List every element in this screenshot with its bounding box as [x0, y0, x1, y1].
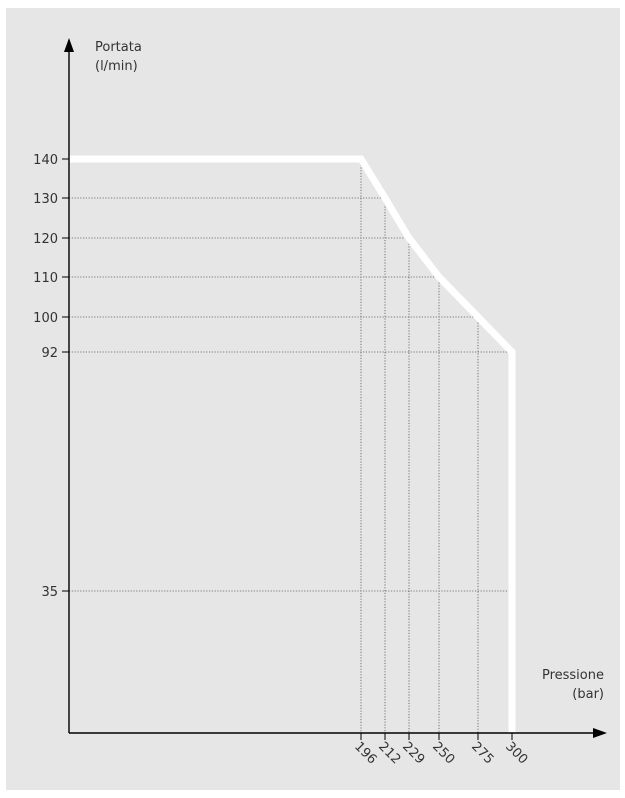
y-tick-label-120: 120	[33, 232, 58, 247]
x-tick-label-300: 300	[502, 739, 530, 767]
guide-lines	[69, 158, 512, 733]
y-tick-label-100: 100	[33, 311, 58, 326]
y-tick-label-130: 130	[33, 192, 58, 207]
x-axis-title-line2: (bar)	[572, 687, 604, 702]
y-tick-label-92: 92	[41, 346, 58, 361]
x-tick-label-275: 275	[468, 739, 496, 767]
y-tick-group: 140 130 120 110 100 92 35	[33, 153, 69, 600]
flow-curve	[69, 155, 516, 732]
y-axis-title-line2: (l/min)	[95, 59, 138, 74]
curve-layer	[69, 155, 516, 732]
x-tick-label-229: 229	[399, 739, 427, 767]
y-axis-arrow	[64, 38, 74, 52]
x-tick-label-196: 196	[351, 739, 379, 767]
y-tick-label-110: 110	[33, 271, 58, 286]
axes	[64, 38, 607, 738]
y-axis-title-line1: Portata	[95, 40, 142, 55]
x-axis-title-line1: Pressione	[542, 668, 604, 683]
y-tick-label-35: 35	[41, 585, 58, 600]
y-tick-label-140: 140	[33, 153, 58, 168]
x-tick-label-250: 250	[429, 739, 457, 767]
x-axis-arrow	[593, 728, 607, 738]
x-tick-label-212: 212	[375, 739, 403, 767]
chart-panel	[6, 8, 620, 790]
